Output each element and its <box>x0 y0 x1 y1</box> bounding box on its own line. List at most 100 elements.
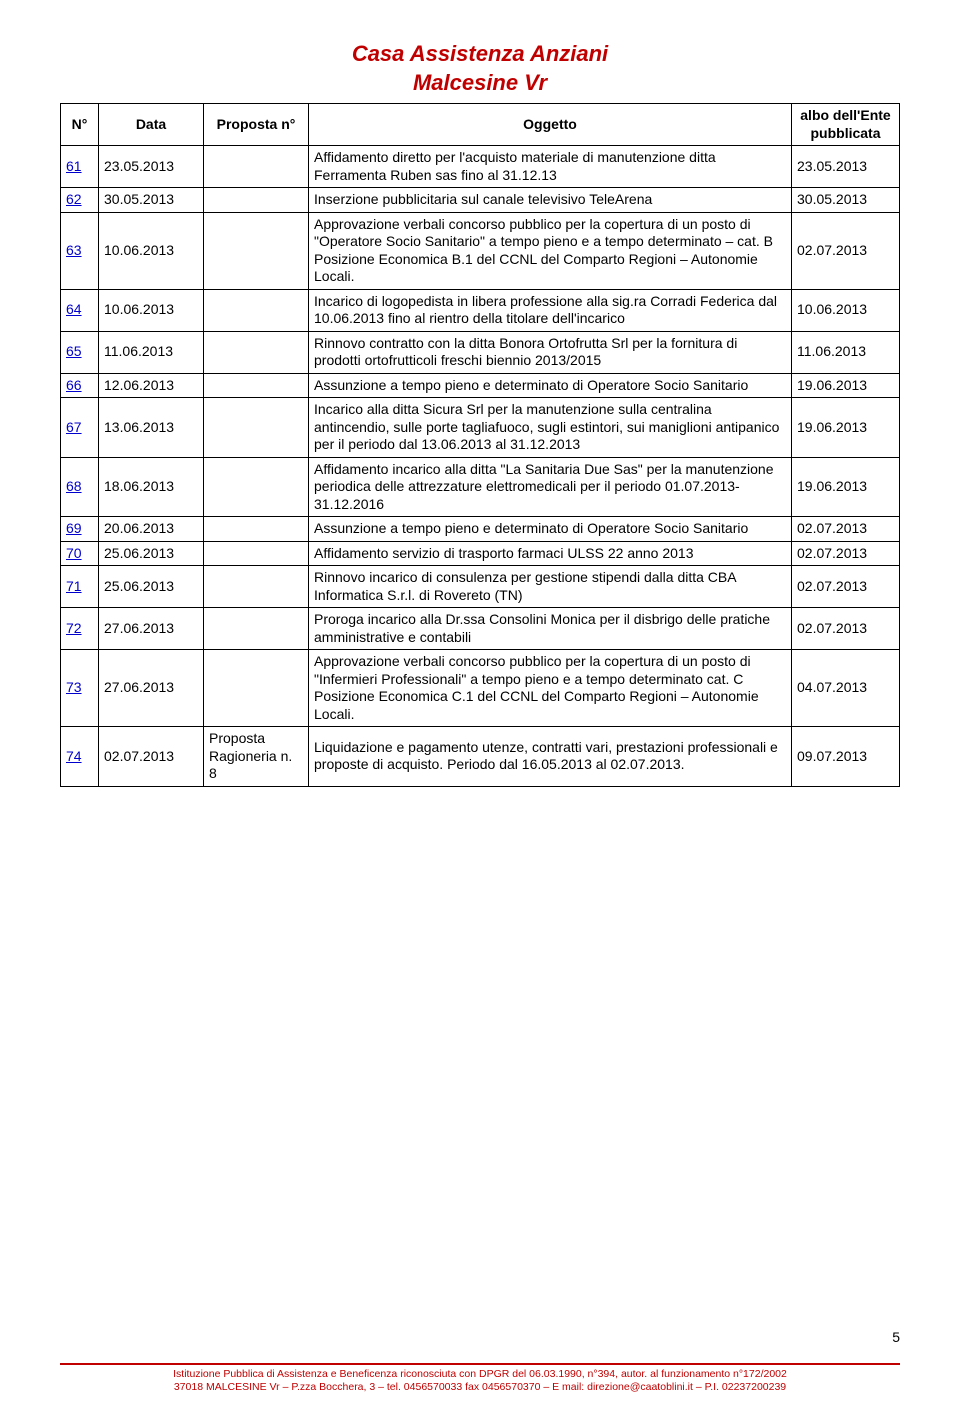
cell-pub: 19.06.2013 <box>792 457 900 517</box>
cell-data: 13.06.2013 <box>99 398 204 458</box>
row-link[interactable]: 68 <box>66 478 82 496</box>
table-row: 61 23.05.2013Affidamento diretto per l'ac… <box>61 146 900 188</box>
cell-pub: 11.06.2013 <box>792 331 900 373</box>
cell-oggetto: Affidamento diretto per l'acquisto mater… <box>309 146 792 188</box>
cell-proposta <box>204 398 309 458</box>
page: Casa Assistenza Anziani Malcesine Vr N° … <box>0 0 960 1415</box>
cell-proposta <box>204 566 309 608</box>
page-number: 5 <box>892 1329 900 1345</box>
cell-oggetto: Approvazione verbali concorso pubblico p… <box>309 650 792 727</box>
cell-oggetto: Incarico di logopedista in libera profes… <box>309 289 792 331</box>
cell-n: 63 <box>61 212 99 289</box>
footer: Istituzione Pubblica di Assistenza e Ben… <box>60 1363 900 1395</box>
table-row: 72 27.06.2013 Proroga incarico alla Dr.ssa… <box>61 608 900 650</box>
row-link[interactable]: 67 <box>66 419 82 437</box>
row-link[interactable]: 69 <box>66 520 82 538</box>
cell-proposta: Proposta Ragioneria n. 8 <box>204 727 309 787</box>
cell-n: 62 <box>61 188 99 213</box>
org-header: Casa Assistenza Anziani Malcesine Vr <box>60 40 900 97</box>
cell-pub: 10.06.2013 <box>792 289 900 331</box>
cell-pub: 02.07.2013 <box>792 212 900 289</box>
determinazioni-table: N° Data Proposta n° Oggetto albo dell'En… <box>60 103 900 787</box>
footer-line2: 37018 MALCESINE Vr – P.zza Bocchera, 3 –… <box>60 1381 900 1395</box>
cell-oggetto: Liquidazione e pagamento utenze, contrat… <box>309 727 792 787</box>
cell-n: 70 <box>61 541 99 566</box>
row-link[interactable]: 70 <box>66 545 82 563</box>
cell-proposta <box>204 188 309 213</box>
cell-pub: 23.05.2013 <box>792 146 900 188</box>
row-link[interactable]: 71 <box>66 578 82 596</box>
cell-oggetto: Inserzione pubblicitaria sul canale tele… <box>309 188 792 213</box>
cell-proposta <box>204 373 309 398</box>
table-header-row: N° Data Proposta n° Oggetto albo dell'En… <box>61 104 900 146</box>
cell-oggetto: Rinnovo contratto con la ditta Bonora Or… <box>309 331 792 373</box>
table-row: 6511.06.2013Rinnovo contratto con la dit… <box>61 331 900 373</box>
org-name-line2: Malcesine Vr <box>60 69 900 98</box>
cell-pub: 02.07.2013 <box>792 566 900 608</box>
table-row: 62 30.05.2013Inserzione pubblicitaria sul… <box>61 188 900 213</box>
row-link[interactable]: 63 <box>66 242 82 260</box>
cell-n: 71 <box>61 566 99 608</box>
cell-n: 74 <box>61 727 99 787</box>
cell-data: 25.06.2013 <box>99 566 204 608</box>
row-link[interactable]: 72 <box>66 620 82 638</box>
cell-pub: 02.07.2013 <box>792 517 900 542</box>
footer-line1: Istituzione Pubblica di Assistenza e Ben… <box>60 1368 900 1382</box>
cell-n: 73 <box>61 650 99 727</box>
cell-n: 65 <box>61 331 99 373</box>
row-link[interactable]: 74 <box>66 748 82 766</box>
cell-pub: 02.07.2013 <box>792 608 900 650</box>
cell-n: 68 <box>61 457 99 517</box>
row-link[interactable]: 73 <box>66 679 82 697</box>
cell-pub: 19.06.2013 <box>792 398 900 458</box>
col-n: N° <box>61 104 99 146</box>
table-row: 68 18.06.2013 Affidamento incarico alla di… <box>61 457 900 517</box>
cell-pub: 30.05.2013 <box>792 188 900 213</box>
cell-data: 18.06.2013 <box>99 457 204 517</box>
table-row: 67 13.06.2013 Incarico alla ditta Sicura S… <box>61 398 900 458</box>
cell-proposta <box>204 650 309 727</box>
row-link[interactable]: 66 <box>66 377 82 395</box>
cell-oggetto: Affidamento servizio di trasporto farmac… <box>309 541 792 566</box>
row-link[interactable]: 65 <box>66 343 82 361</box>
table-row: 7025.06.2013Affidamento servizio di tras… <box>61 541 900 566</box>
row-link[interactable]: 61 <box>66 158 82 176</box>
cell-oggetto: Assunzione a tempo pieno e determinato d… <box>309 517 792 542</box>
cell-data: 02.07.2013 <box>99 727 204 787</box>
row-link[interactable]: 62 <box>66 191 82 209</box>
col-pub: albo dell'Ente pubblicata <box>792 104 900 146</box>
table-row: 6612.06.2013Assunzione a tempo pieno e d… <box>61 373 900 398</box>
cell-pub: 19.06.2013 <box>792 373 900 398</box>
cell-proposta <box>204 608 309 650</box>
cell-oggetto: Rinnovo incarico di consulenza per gesti… <box>309 566 792 608</box>
cell-data: 27.06.2013 <box>99 608 204 650</box>
cell-proposta <box>204 331 309 373</box>
cell-n: 64 <box>61 289 99 331</box>
cell-data: 10.06.2013 <box>99 289 204 331</box>
cell-oggetto: Proroga incarico alla Dr.ssa Consolini M… <box>309 608 792 650</box>
col-oggetto: Oggetto <box>309 104 792 146</box>
cell-data: 20.06.2013 <box>99 517 204 542</box>
table-row: 71 25.06.2013 Rinnovo incarico di consulen… <box>61 566 900 608</box>
cell-pub: 04.07.2013 <box>792 650 900 727</box>
col-proposta: Proposta n° <box>204 104 309 146</box>
cell-proposta <box>204 212 309 289</box>
table-row: 6410.06.2013Incarico di logopedista in l… <box>61 289 900 331</box>
cell-oggetto: Approvazione verbali concorso pubblico p… <box>309 212 792 289</box>
table-row: 73 27.06.2013 Approvazione verbali concors… <box>61 650 900 727</box>
cell-n: 66 <box>61 373 99 398</box>
cell-proposta <box>204 457 309 517</box>
table-row: 69 20.06.2013 Assunzione a tempo pieno e d… <box>61 517 900 542</box>
col-data: Data <box>99 104 204 146</box>
cell-proposta <box>204 289 309 331</box>
cell-data: 27.06.2013 <box>99 650 204 727</box>
cell-n: 61 <box>61 146 99 188</box>
cell-data: 11.06.2013 <box>99 331 204 373</box>
cell-n: 72 <box>61 608 99 650</box>
cell-oggetto: Affidamento incarico alla ditta "La Sani… <box>309 457 792 517</box>
cell-oggetto: Incarico alla ditta Sicura Srl per la ma… <box>309 398 792 458</box>
row-link[interactable]: 64 <box>66 301 82 319</box>
cell-pub: 09.07.2013 <box>792 727 900 787</box>
table-row: 6310.06.2013Approvazione verbali concors… <box>61 212 900 289</box>
cell-proposta <box>204 517 309 542</box>
